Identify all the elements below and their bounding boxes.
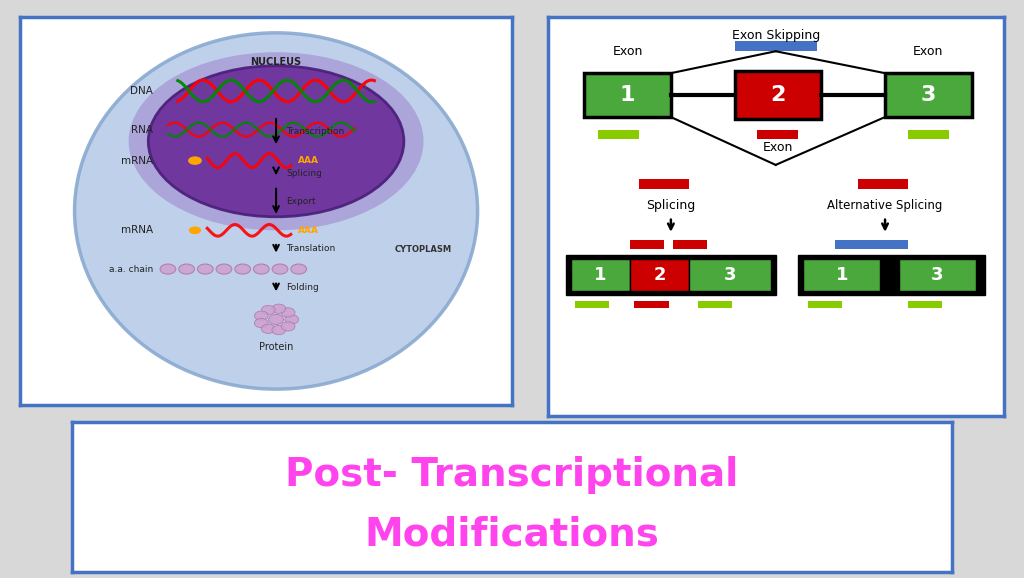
Text: mRNA: mRNA (121, 225, 154, 235)
Text: Modifications: Modifications (365, 516, 659, 554)
Bar (635, 301, 669, 309)
Bar (835, 240, 908, 249)
Bar (585, 73, 671, 117)
Text: Post- Transcriptional: Post- Transcriptional (286, 455, 738, 494)
Text: 1: 1 (836, 265, 848, 284)
Bar (575, 301, 609, 309)
Text: Alternative Splicing: Alternative Splicing (827, 199, 943, 212)
Text: Export: Export (286, 197, 315, 206)
Text: AAA: AAA (298, 226, 319, 235)
Ellipse shape (179, 264, 195, 274)
Ellipse shape (285, 315, 299, 324)
Text: Splicing: Splicing (646, 199, 695, 212)
Text: 3: 3 (724, 265, 736, 284)
Text: NUCLEUS: NUCLEUS (251, 57, 302, 67)
Ellipse shape (291, 264, 306, 274)
Bar (639, 179, 689, 189)
Ellipse shape (272, 264, 288, 274)
Text: 2: 2 (653, 265, 666, 284)
Bar (908, 130, 949, 139)
Bar (673, 240, 708, 249)
Ellipse shape (216, 264, 231, 274)
Text: 3: 3 (921, 85, 936, 105)
Ellipse shape (261, 305, 275, 314)
Bar (799, 255, 985, 295)
Ellipse shape (272, 325, 286, 335)
Ellipse shape (282, 308, 295, 317)
Text: 2: 2 (770, 85, 785, 105)
Bar (566, 255, 776, 295)
Text: Exon: Exon (612, 45, 643, 58)
Ellipse shape (188, 227, 201, 234)
Ellipse shape (268, 314, 284, 324)
Bar (885, 73, 972, 117)
Bar (803, 258, 881, 291)
Ellipse shape (254, 311, 268, 320)
Text: Protein: Protein (259, 342, 293, 351)
Bar (689, 258, 771, 291)
Bar (698, 301, 732, 309)
Text: Splicing: Splicing (286, 169, 322, 177)
Bar (908, 301, 942, 309)
Ellipse shape (148, 66, 403, 217)
Ellipse shape (282, 322, 295, 331)
Bar (734, 41, 817, 51)
Text: 3: 3 (931, 265, 944, 284)
Bar (630, 258, 689, 291)
Bar (630, 240, 664, 249)
Bar (734, 71, 821, 119)
Bar (808, 301, 842, 309)
Text: DNA: DNA (130, 86, 154, 96)
Ellipse shape (188, 157, 202, 165)
Text: Exon: Exon (763, 141, 794, 154)
Ellipse shape (261, 324, 275, 334)
Ellipse shape (254, 264, 269, 274)
Ellipse shape (198, 264, 213, 274)
Text: Exon Skipping: Exon Skipping (731, 29, 820, 42)
Ellipse shape (75, 33, 477, 389)
Text: Exon: Exon (913, 45, 943, 58)
Text: Folding: Folding (286, 283, 318, 292)
Text: 1: 1 (594, 265, 606, 284)
Bar (758, 130, 799, 139)
Bar (598, 130, 639, 139)
Bar (899, 258, 976, 291)
Text: Translation: Translation (286, 244, 335, 253)
Ellipse shape (234, 264, 251, 274)
Text: AAA: AAA (298, 156, 319, 165)
Ellipse shape (272, 304, 286, 313)
Bar (570, 258, 630, 291)
Ellipse shape (254, 318, 268, 328)
Ellipse shape (129, 52, 424, 230)
Text: Transcription: Transcription (286, 127, 344, 136)
Text: a.a. chain: a.a. chain (109, 265, 154, 273)
Text: CYTOPLASM: CYTOPLASM (395, 245, 452, 254)
Text: 1: 1 (620, 85, 635, 105)
Ellipse shape (160, 264, 176, 274)
Text: RNA: RNA (131, 125, 154, 135)
Bar (858, 179, 908, 189)
Text: mRNA: mRNA (121, 155, 154, 166)
